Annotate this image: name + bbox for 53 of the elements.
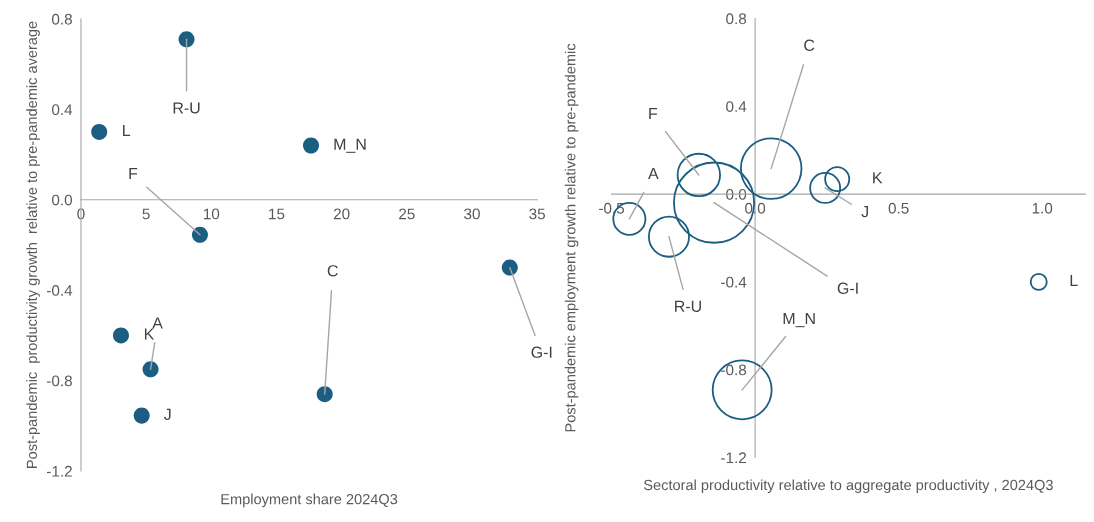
y-tick-label: 0.8 (51, 13, 72, 25)
annotation: G-I (531, 346, 552, 358)
point (178, 31, 195, 48)
point (142, 361, 159, 378)
point (501, 259, 518, 276)
point (91, 123, 108, 140)
y-tick-label: 0.4 (726, 101, 747, 112)
y-tick-label: -0.8 (46, 375, 72, 387)
point (191, 226, 208, 243)
annotation: M_N (334, 138, 366, 153)
y-tick-label: 0.0 (726, 188, 747, 200)
annotation: L (1070, 275, 1078, 287)
point (112, 327, 129, 344)
annotation: A (648, 168, 659, 180)
x-axis-title: Employment share 2024Q3 (221, 493, 398, 508)
annotation: F (649, 108, 658, 120)
annotation: K (873, 172, 883, 184)
annotation: C (327, 265, 338, 277)
y-tick-label: 0.8 (726, 13, 747, 25)
y-tick-label: -0.8 (721, 364, 747, 376)
annotation: J (163, 408, 171, 420)
x-tick-label: 25 (399, 208, 415, 220)
x-tick-label: 20 (333, 208, 350, 220)
annotation: M_N (783, 313, 815, 328)
y-axis-title: Post-pandemic employment growth relative to pre-pandemic (564, 43, 579, 432)
x-tick-label: 35 (529, 208, 546, 220)
x-tick-label: 0 (77, 208, 85, 220)
annotation: A (152, 317, 163, 329)
x-tick-label: 30 (464, 208, 480, 220)
annotation: L (123, 125, 131, 137)
x-tick-label: 5 (142, 208, 150, 220)
y-tick-label: 0.4 (51, 104, 73, 116)
annotation: F (129, 167, 138, 179)
y-tick-label: 0.0 (51, 194, 73, 206)
y-tick-label: -0.4 (721, 276, 747, 288)
x-tick-label: 1.0 (1032, 202, 1053, 214)
annotation: G-I (837, 282, 858, 294)
annotation: J (861, 206, 868, 218)
annotation: R-U (675, 300, 701, 312)
y-axis-title: Post-pandemic productivity growth relative to pre-pandemic average (26, 21, 40, 468)
annotation: C (804, 39, 815, 51)
annotation: R-U (173, 102, 200, 114)
x-tick-label: 10 (203, 208, 220, 220)
point (133, 407, 150, 424)
y-tick-label: -1.2 (46, 465, 72, 477)
x-tick-label: 15 (269, 208, 285, 220)
x-tick-label: 0.5 (888, 202, 909, 214)
y-tick-label: -1.2 (721, 452, 746, 464)
annotation: K (144, 328, 155, 340)
point (316, 386, 333, 403)
point (303, 137, 320, 154)
x-axis-title: Sectoral productivity relative to aggregate productivity , 2024Q3 (643, 479, 1053, 494)
y-tick-label: -0.4 (46, 285, 73, 296)
